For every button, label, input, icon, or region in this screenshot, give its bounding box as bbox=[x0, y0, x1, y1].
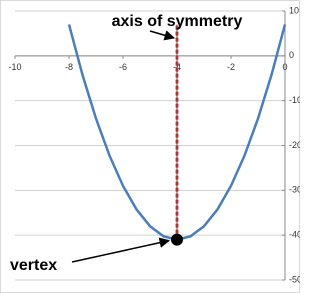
x-tick-label: -10 bbox=[8, 62, 21, 72]
axis-arrow bbox=[149, 30, 176, 41]
chart-frame bbox=[0, 0, 300, 293]
y-tick-label: -50 bbox=[289, 274, 300, 284]
y-tick-label: -10 bbox=[289, 95, 300, 105]
vertex-arrow bbox=[71, 237, 171, 263]
y-tick-label: 10 bbox=[289, 5, 299, 15]
y-tick-label: -30 bbox=[289, 185, 300, 195]
x-tick-label: -2 bbox=[227, 62, 235, 72]
x-tick-label: 0 bbox=[282, 62, 287, 72]
vertex-label: vertex bbox=[10, 257, 57, 274]
vertex-marker bbox=[171, 233, 183, 246]
x-tick-label: -8 bbox=[65, 62, 73, 72]
axis-label: axis of symmetry bbox=[112, 13, 243, 30]
y-tick-label: 0 bbox=[289, 50, 294, 60]
x-tick-label: -6 bbox=[119, 62, 127, 72]
y-tick-label: -40 bbox=[289, 230, 300, 240]
y-tick-label: -20 bbox=[289, 140, 300, 150]
